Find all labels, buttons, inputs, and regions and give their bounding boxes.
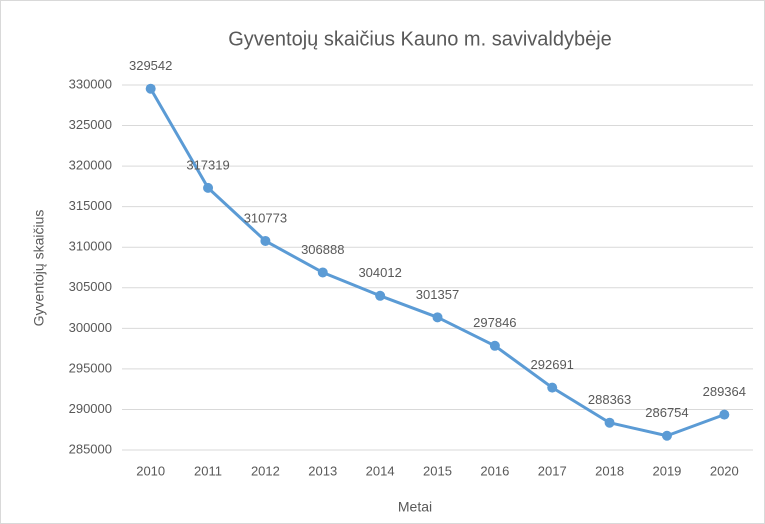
y-tick-label: 310000 bbox=[69, 239, 112, 254]
chart-title: Gyventojų skaičius Kauno m. savivaldybėj… bbox=[228, 28, 612, 50]
point bbox=[145, 83, 156, 94]
x-tick-label: 2020 bbox=[710, 463, 739, 478]
y-tick-label: 285000 bbox=[69, 441, 112, 456]
point bbox=[317, 267, 328, 278]
x-tick-label: 2015 bbox=[423, 463, 452, 478]
y-tick-label: 325000 bbox=[69, 117, 112, 132]
point bbox=[547, 382, 558, 393]
x-tick-label: 2011 bbox=[194, 463, 222, 478]
x-tick-label: 2013 bbox=[308, 463, 337, 478]
point bbox=[203, 182, 214, 193]
y-tick-label: 320000 bbox=[69, 158, 112, 173]
point bbox=[489, 340, 500, 351]
point bbox=[661, 430, 672, 441]
y-tick-label: 290000 bbox=[69, 401, 112, 416]
data-label: 304012 bbox=[358, 265, 401, 280]
x-tick-label: 2018 bbox=[595, 463, 624, 478]
data-label: 317319 bbox=[186, 157, 229, 172]
point bbox=[604, 417, 615, 428]
point bbox=[432, 312, 443, 323]
x-axis-title: Metai bbox=[398, 499, 432, 515]
data-label: 329542 bbox=[129, 58, 172, 73]
data-label: 310773 bbox=[244, 210, 287, 225]
data-label: 286754 bbox=[645, 405, 688, 420]
x-tick-label: 2019 bbox=[652, 463, 681, 478]
x-tick-label: 2012 bbox=[251, 463, 280, 478]
point bbox=[260, 235, 271, 246]
y-tick-label: 315000 bbox=[69, 198, 112, 213]
y-axis-title: Gyventojų skaičius bbox=[31, 210, 47, 327]
point bbox=[719, 409, 730, 420]
x-tick-label: 2017 bbox=[538, 463, 567, 478]
y-tick-label: 330000 bbox=[69, 76, 112, 91]
data-label: 301357 bbox=[416, 287, 459, 302]
data-label: 292691 bbox=[531, 357, 574, 372]
y-tick-label: 300000 bbox=[69, 320, 112, 335]
x-tick-label: 2014 bbox=[366, 463, 395, 478]
data-label: 306888 bbox=[301, 242, 344, 257]
data-label: 297846 bbox=[473, 315, 516, 330]
y-tick-label: 295000 bbox=[69, 360, 112, 375]
data-label: 288363 bbox=[588, 392, 631, 407]
data-label: 289364 bbox=[703, 384, 746, 399]
x-tick-label: 2016 bbox=[480, 463, 509, 478]
point bbox=[375, 290, 386, 301]
x-tick-label: 2010 bbox=[136, 463, 165, 478]
y-tick-label: 305000 bbox=[69, 279, 112, 294]
